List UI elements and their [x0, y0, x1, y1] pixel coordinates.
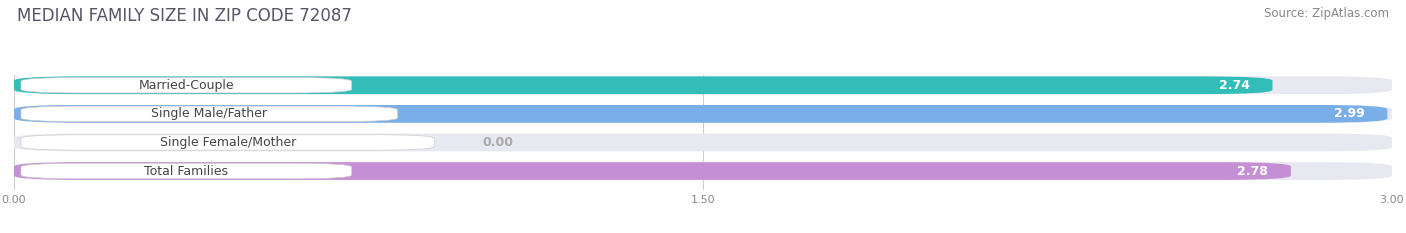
- Text: 2.99: 2.99: [1334, 107, 1364, 120]
- Text: 0.00: 0.00: [482, 136, 513, 149]
- Text: Married-Couple: Married-Couple: [138, 79, 235, 92]
- Text: 2.78: 2.78: [1237, 164, 1268, 178]
- FancyBboxPatch shape: [21, 163, 351, 179]
- Text: MEDIAN FAMILY SIZE IN ZIP CODE 72087: MEDIAN FAMILY SIZE IN ZIP CODE 72087: [17, 7, 352, 25]
- FancyBboxPatch shape: [21, 135, 434, 150]
- Text: Single Female/Mother: Single Female/Mother: [159, 136, 295, 149]
- FancyBboxPatch shape: [21, 78, 351, 93]
- FancyBboxPatch shape: [14, 134, 1392, 151]
- Text: Total Families: Total Families: [145, 164, 228, 178]
- FancyBboxPatch shape: [14, 162, 1392, 180]
- FancyBboxPatch shape: [14, 105, 1392, 123]
- Text: 2.74: 2.74: [1219, 79, 1250, 92]
- FancyBboxPatch shape: [14, 105, 1388, 123]
- FancyBboxPatch shape: [14, 162, 1291, 180]
- FancyBboxPatch shape: [14, 76, 1272, 94]
- Text: Single Male/Father: Single Male/Father: [152, 107, 267, 120]
- FancyBboxPatch shape: [14, 76, 1392, 94]
- FancyBboxPatch shape: [21, 106, 398, 122]
- Text: Source: ZipAtlas.com: Source: ZipAtlas.com: [1264, 7, 1389, 20]
